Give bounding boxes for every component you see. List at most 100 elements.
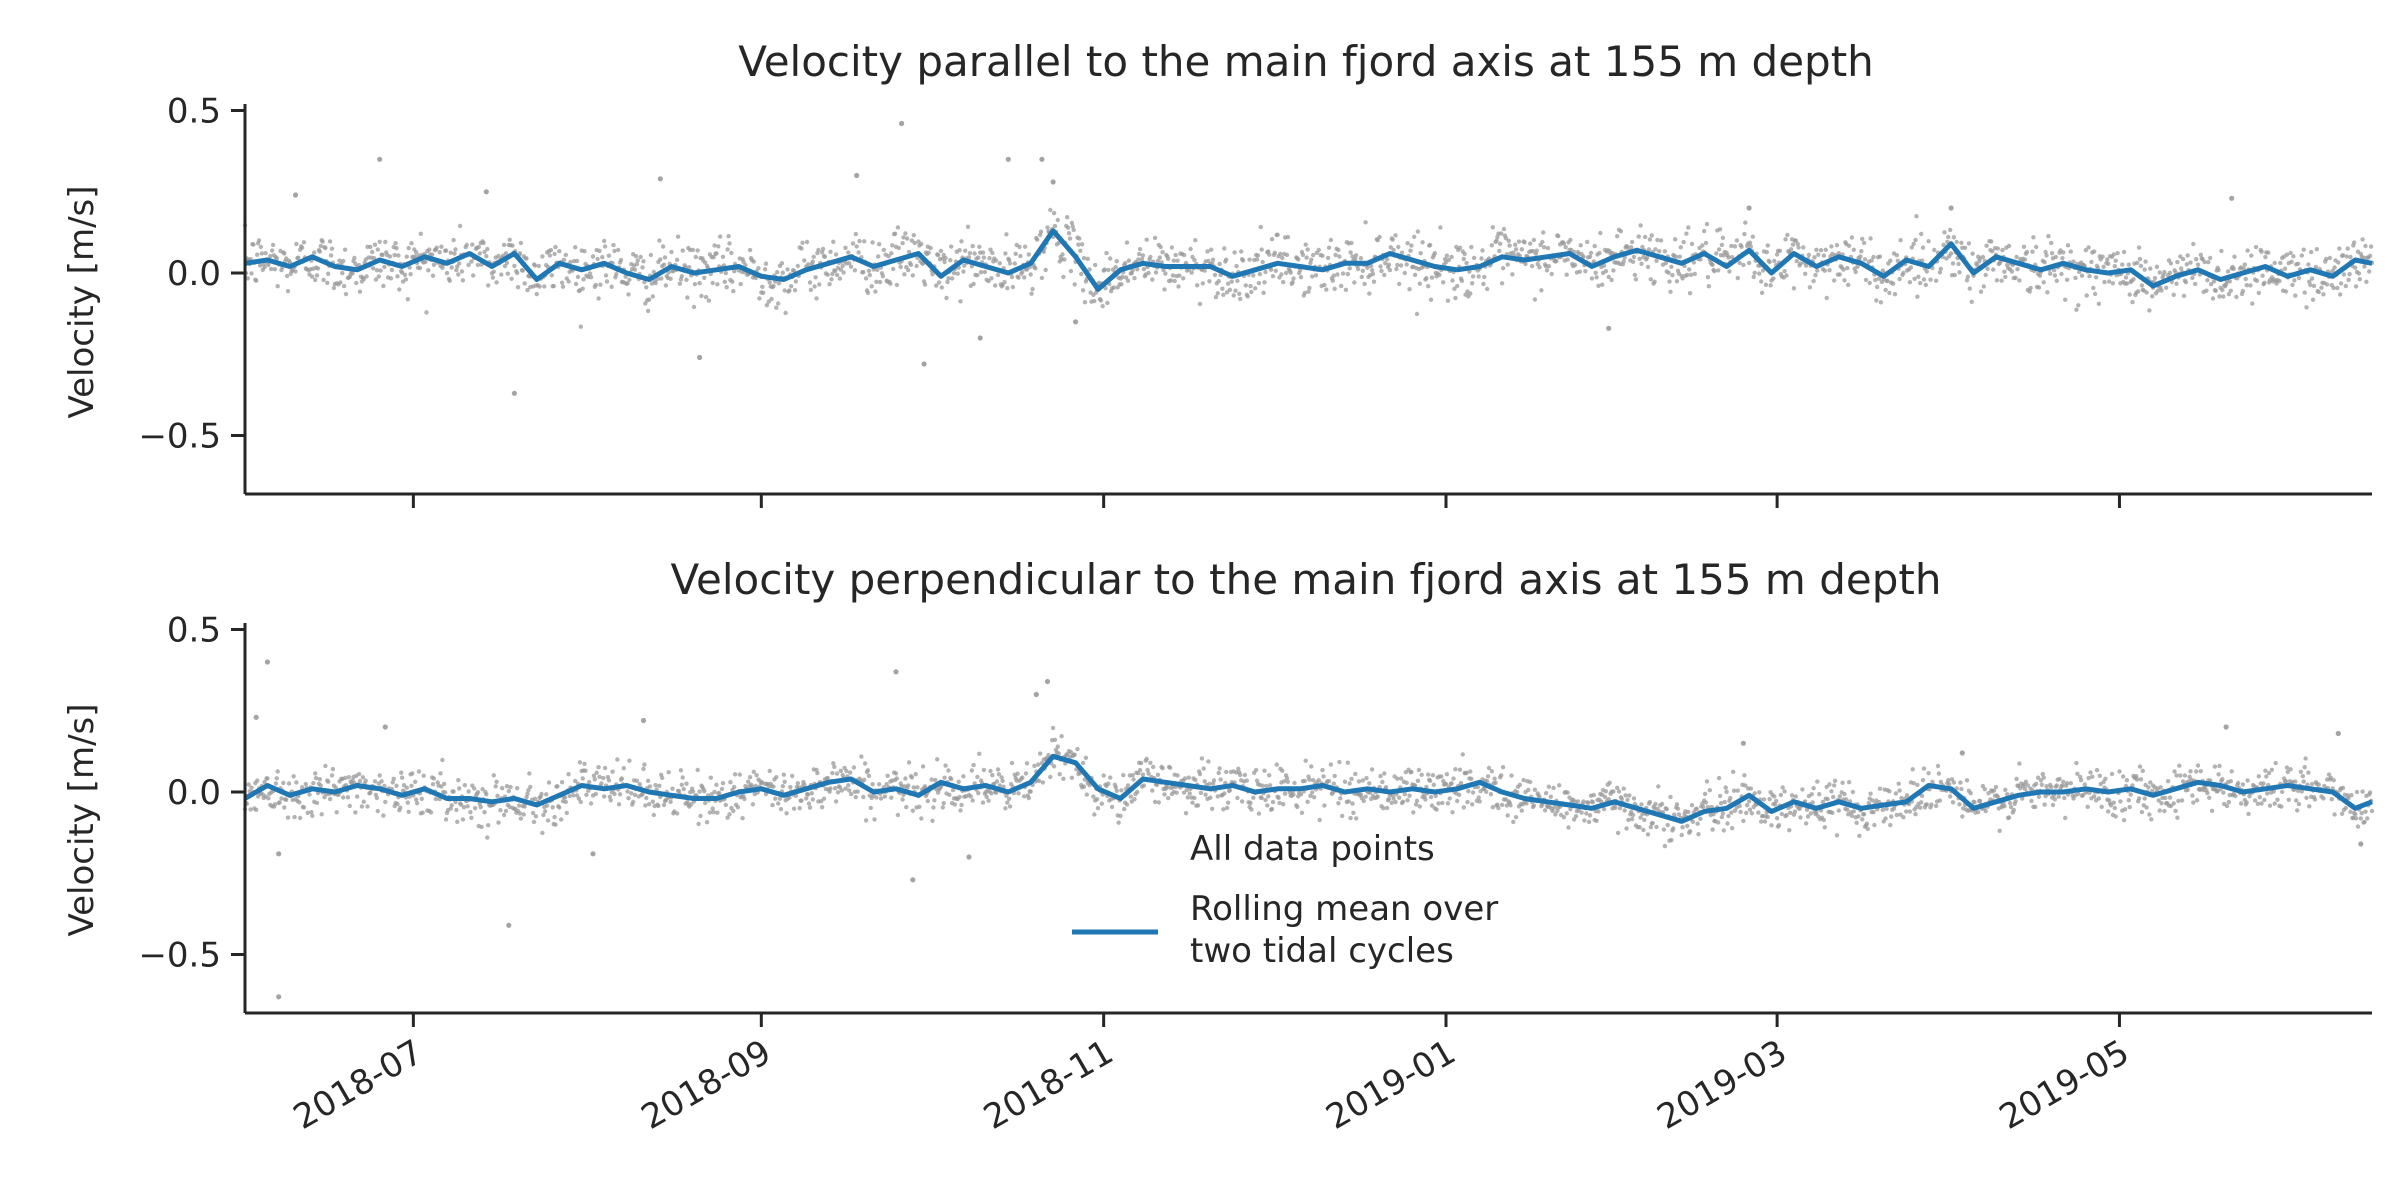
scatter-point	[1966, 241, 1972, 246]
scatter-point	[1622, 808, 1627, 813]
scatter-point	[646, 297, 652, 302]
scatter-point	[2209, 808, 2215, 813]
scatter-point	[1061, 776, 1066, 781]
scatter-point	[1702, 228, 1707, 234]
scatter-point	[2079, 273, 2085, 278]
scatter-point	[574, 258, 580, 264]
scatter-point	[975, 273, 980, 278]
scatter-point	[507, 237, 512, 242]
scatter-point	[2301, 247, 2306, 252]
scatter-point	[2285, 769, 2290, 775]
scatter-point	[606, 778, 612, 783]
scatter-point	[718, 234, 723, 239]
scatter-point	[296, 255, 301, 260]
scatter-point	[342, 247, 348, 252]
scatter-point	[510, 243, 515, 248]
scatter-point	[1363, 794, 1368, 799]
scatter-point	[2353, 284, 2359, 289]
scatter-point	[1907, 809, 1913, 814]
scatter-point	[399, 770, 404, 775]
scatter-point	[1383, 261, 1388, 266]
scatter-point	[2226, 292, 2232, 297]
scatter-point	[566, 279, 571, 284]
scatter-point	[847, 261, 852, 266]
scatter-point	[1572, 262, 1578, 268]
scatter-point	[2293, 293, 2298, 298]
scatter-point	[2309, 276, 2315, 281]
scatter-point	[1048, 774, 1053, 780]
scatter-point	[1429, 803, 1435, 808]
scatter-point	[1743, 220, 1748, 225]
scatter-point	[1310, 274, 1315, 279]
scatter-point	[1737, 260, 1742, 266]
scatter-point	[282, 805, 287, 810]
scatter-point	[1276, 795, 1281, 800]
scatter-point	[2094, 767, 2100, 773]
scatter-point	[1427, 242, 1433, 248]
scatter-point	[396, 253, 401, 258]
scatter-point	[1687, 829, 1693, 834]
scatter-point	[2331, 285, 2336, 291]
scatter-point	[2353, 812, 2358, 817]
scatter-point	[2036, 285, 2042, 290]
scatter-point	[889, 251, 894, 256]
scatter-point	[1005, 286, 1010, 291]
scatter-point	[2217, 294, 2222, 299]
scatter-point	[1004, 793, 1009, 798]
scatter-point	[595, 256, 600, 262]
scatter-point	[2137, 764, 2143, 769]
scatter-point	[512, 263, 517, 269]
scatter-point	[2362, 819, 2367, 825]
scatter-point	[270, 242, 276, 248]
scatter-point	[1040, 780, 1046, 785]
scatter-point	[574, 793, 580, 798]
scatter-point	[1220, 286, 1225, 291]
scatter-point	[674, 811, 680, 816]
scatter-point	[1534, 248, 1539, 253]
scatter-point	[2298, 769, 2304, 774]
scatter-point	[1195, 803, 1201, 808]
scatter-point	[1954, 239, 1959, 245]
scatter-point	[1669, 837, 1674, 843]
scatter-point	[1146, 270, 1151, 276]
scatter-point	[1072, 282, 1077, 287]
scatter-point	[2056, 794, 2061, 799]
scatter-point	[2310, 297, 2316, 302]
scatter-point	[2338, 281, 2344, 286]
scatter-point	[827, 789, 832, 794]
scatter-point	[2006, 815, 2012, 820]
scatter-point	[1489, 769, 1495, 774]
scatter-point	[1849, 813, 1855, 818]
scatter-point	[1742, 773, 1747, 778]
scatter-point	[431, 262, 437, 267]
scatter-point	[448, 250, 453, 255]
scatter-point	[906, 760, 912, 765]
scatter-point	[1255, 253, 1261, 258]
scatter-point	[571, 793, 576, 798]
scatter-point	[781, 772, 786, 777]
scatter-point	[1540, 239, 1545, 245]
scatter-point	[1270, 274, 1276, 279]
scatter-point	[874, 795, 879, 800]
scatter-point	[2265, 791, 2270, 796]
scatter-point	[2038, 778, 2044, 783]
scatter-point	[1092, 298, 1097, 304]
scatter-point	[549, 273, 554, 278]
scatter-point	[756, 266, 761, 271]
scatter-point	[831, 239, 836, 244]
scatter-point	[1700, 243, 1705, 248]
scatter-point	[1827, 782, 1832, 787]
scatter-point	[1689, 241, 1695, 247]
scatter-point	[776, 801, 781, 806]
scatter-point	[327, 239, 333, 244]
scatter-point	[1309, 764, 1314, 769]
scatter-point	[254, 278, 259, 283]
scatter-point	[2367, 790, 2373, 795]
scatter-point	[926, 250, 931, 255]
scatter-point	[1907, 280, 1913, 285]
scatter-point	[928, 245, 933, 251]
panel-parallel-axes: −0.50.00.5	[138, 92, 2372, 508]
scatter-point	[2348, 254, 2353, 260]
scatter-point	[1505, 262, 1510, 267]
scatter-point	[1824, 784, 1829, 790]
